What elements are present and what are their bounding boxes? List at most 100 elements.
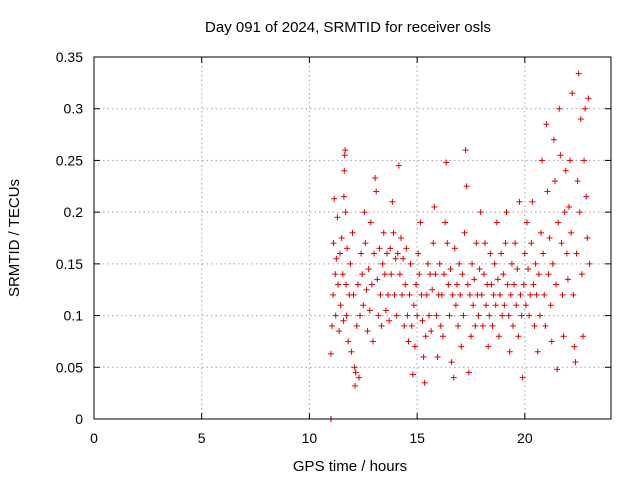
- data-point: [502, 240, 509, 247]
- data-point: [535, 271, 542, 278]
- data-points: [327, 70, 593, 422]
- data-point: [431, 203, 438, 210]
- data-point: [457, 291, 464, 298]
- data-point: [555, 219, 562, 226]
- data-point: [339, 271, 346, 278]
- data-point: [345, 338, 352, 345]
- data-point: [327, 350, 334, 357]
- data-point: [507, 291, 514, 298]
- plot-frame: [93, 56, 612, 420]
- data-point: [530, 281, 537, 288]
- chart-title: Day 091 of 2024, SRMTID for receiver osl…: [205, 19, 491, 36]
- data-point: [469, 260, 476, 267]
- data-point: [574, 178, 581, 185]
- data-point: [340, 317, 347, 324]
- data-point: [495, 333, 502, 340]
- data-point: [392, 255, 399, 262]
- data-point: [584, 235, 591, 241]
- data-point: [537, 229, 544, 236]
- data-point: [567, 157, 574, 164]
- data-point: [494, 276, 501, 283]
- data-point: [429, 286, 436, 293]
- data-point: [573, 250, 580, 257]
- data-point: [415, 250, 422, 257]
- data-point: [450, 374, 457, 381]
- data-point: [470, 302, 477, 309]
- data-point: [477, 209, 484, 216]
- data-point: [382, 307, 389, 314]
- data-point: [556, 105, 563, 112]
- data-point: [424, 260, 431, 267]
- data-point: [430, 240, 437, 247]
- data-point: [473, 240, 480, 247]
- data-point: [407, 260, 414, 267]
- data-point: [459, 271, 466, 278]
- y-tick-label: 0.3: [64, 101, 84, 117]
- data-point: [403, 245, 410, 252]
- data-point: [546, 235, 553, 241]
- data-point: [337, 302, 344, 309]
- data-point: [516, 198, 523, 205]
- data-point: [365, 266, 372, 273]
- data-point: [512, 240, 519, 247]
- data-point: [443, 159, 450, 166]
- data-point: [531, 322, 538, 329]
- data-point: [331, 195, 338, 202]
- x-tick-label: 10: [302, 430, 318, 446]
- data-point: [519, 374, 526, 381]
- data-point: [504, 281, 511, 288]
- data-point: [458, 343, 465, 350]
- data-point: [348, 348, 355, 355]
- data-point: [447, 266, 454, 273]
- data-point: [414, 312, 421, 319]
- data-point: [550, 136, 557, 143]
- data-point: [545, 271, 552, 278]
- data-point: [448, 359, 455, 366]
- data-point: [559, 291, 566, 298]
- data-point: [411, 343, 418, 350]
- data-point: [446, 312, 453, 319]
- data-point: [501, 302, 508, 309]
- data-point: [514, 266, 521, 273]
- data-point: [380, 229, 387, 236]
- data-point: [355, 374, 362, 381]
- data-point: [467, 333, 474, 340]
- data-point: [419, 317, 426, 324]
- data-point: [558, 240, 565, 247]
- data-point: [569, 90, 576, 97]
- data-point: [560, 333, 567, 340]
- data-point: [534, 348, 541, 355]
- data-point: [492, 302, 499, 309]
- data-point: [401, 322, 408, 329]
- data-point: [374, 276, 381, 283]
- data-point: [416, 271, 423, 278]
- data-point: [464, 281, 471, 288]
- data-point: [483, 302, 490, 309]
- data-point: [505, 312, 512, 319]
- data-point: [434, 353, 441, 360]
- data-point: [399, 291, 406, 298]
- data-point: [528, 240, 535, 247]
- y-tick-label: 0.2: [64, 204, 84, 220]
- data-point: [544, 188, 551, 195]
- data-point: [352, 382, 359, 389]
- data-point: [444, 240, 451, 247]
- data-point: [386, 317, 393, 324]
- data-point: [367, 219, 374, 226]
- data-point: [379, 260, 386, 267]
- x-tick-label: 20: [517, 430, 533, 446]
- data-point: [436, 260, 443, 267]
- data-point: [542, 322, 549, 329]
- data-point: [351, 364, 358, 371]
- data-point: [540, 250, 547, 257]
- y-tick-label: 0.15: [56, 256, 83, 272]
- data-point: [361, 209, 368, 216]
- data-point: [543, 121, 550, 128]
- data-point: [527, 291, 534, 298]
- axis-ticks: [93, 56, 611, 420]
- data-point: [541, 291, 548, 298]
- data-point: [385, 291, 392, 298]
- data-point: [489, 322, 496, 329]
- data-point: [577, 116, 584, 123]
- grid-lines: [94, 57, 611, 419]
